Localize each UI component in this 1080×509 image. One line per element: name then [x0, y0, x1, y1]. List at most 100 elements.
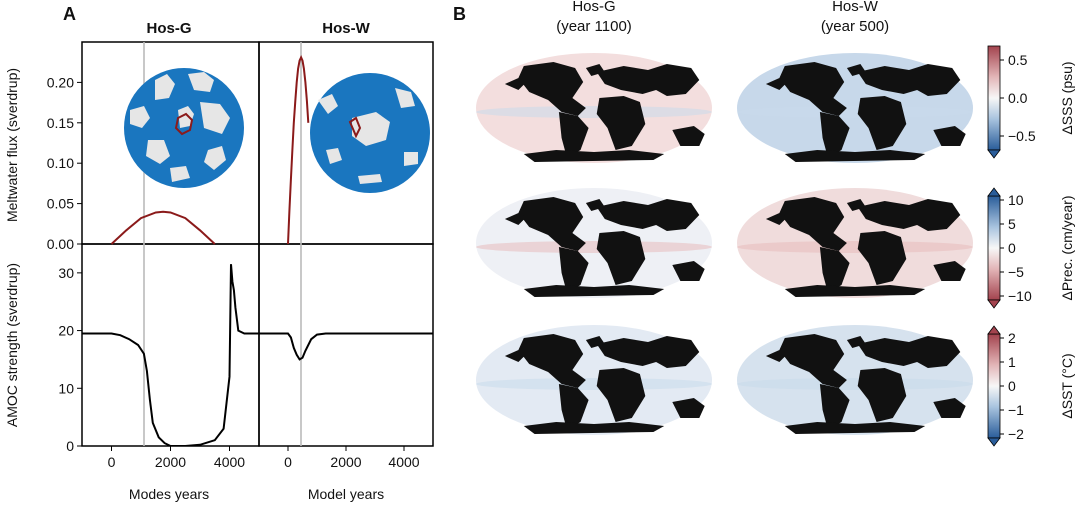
colorbar-1: [987, 195, 1001, 301]
series-line-3: [259, 332, 433, 361]
continent: [518, 334, 586, 388]
continent: [585, 336, 605, 348]
data-lines: [82, 54, 433, 446]
map-r1-c0: [476, 188, 712, 298]
continent: [765, 350, 788, 362]
continent: [596, 368, 646, 422]
continent: [518, 197, 586, 251]
hos-w-map-title: Hos-W: [832, 0, 879, 15]
colorbar-label: ΔPrec. (cm/year): [1059, 195, 1075, 300]
colorbar-extend-arrow: [987, 187, 1001, 197]
y-tick-label: 0: [66, 438, 74, 454]
colorbar-label: ΔSST (°C): [1059, 353, 1075, 418]
y-tick-label: 0.20: [47, 74, 74, 90]
map-grid: [476, 53, 973, 435]
colorbar-extend-arrow: [987, 437, 1001, 447]
greenland-outline: [174, 112, 194, 136]
continent: [779, 334, 847, 388]
amoc-axes-right: [258, 243, 434, 447]
antarctic-ice-patches: [318, 88, 418, 184]
antarctica: [523, 150, 665, 162]
continent: [672, 261, 705, 281]
continent: [857, 96, 907, 150]
map-land: [504, 197, 705, 297]
continent: [765, 78, 788, 90]
hos-w-map-subtitle: (year 500): [821, 18, 889, 35]
continent: [672, 398, 705, 418]
greenland-ice-inset: [124, 68, 244, 188]
series-line-0: [110, 210, 216, 245]
continent: [779, 197, 847, 251]
map-land: [765, 197, 966, 297]
map-land: [504, 62, 705, 162]
x-tick-label: 2000: [155, 454, 186, 470]
continent: [596, 64, 700, 96]
continent: [672, 126, 705, 146]
continent: [558, 247, 589, 293]
map-r2-c0: [476, 325, 712, 435]
colorbar-tick-label: −10: [1008, 288, 1032, 304]
continent: [504, 213, 527, 225]
map-r0-c1: [737, 53, 973, 163]
series-line-1: [287, 54, 310, 245]
map-r2-c1: [737, 325, 973, 435]
antarctic-outline: [348, 116, 362, 139]
continent: [857, 336, 961, 368]
continent: [819, 247, 850, 293]
axis-ticks: 0.00 0.05 0.10 0.15 0.20 0 10 20 30 0 2000 4000 0 200…: [47, 74, 420, 470]
continent: [596, 336, 700, 368]
continent: [765, 213, 788, 225]
continent: [596, 199, 700, 231]
colorbar-tick-label: 0: [1008, 240, 1016, 256]
colorbar-tick-label: 0.5: [1008, 52, 1028, 68]
continent: [819, 112, 850, 158]
continent: [857, 64, 961, 96]
continent: [857, 231, 907, 285]
continent: [933, 398, 966, 418]
amoc-y-label: AMOC strength (sverdrup): [4, 263, 20, 427]
continent: [504, 78, 527, 90]
continent: [518, 62, 586, 116]
x-label-right: Model years: [308, 486, 384, 502]
map-band: [476, 106, 712, 118]
x-label-left: Modes years: [129, 486, 209, 502]
colorbar-tick-label: 0: [1008, 378, 1016, 394]
colorbar-tick-label: −1: [1008, 402, 1024, 418]
colorbar-tick-label: 5: [1008, 216, 1016, 232]
antarctica: [784, 422, 926, 434]
panel-a-letter: A: [63, 4, 76, 24]
antarctic-ice-inset: [310, 73, 430, 193]
colorbar-tick-label: 0.0: [1008, 90, 1028, 106]
continent: [585, 199, 605, 211]
map-land: [504, 334, 705, 434]
continent: [846, 199, 866, 211]
continent: [779, 62, 847, 116]
continent: [596, 231, 646, 285]
map-land: [765, 62, 966, 162]
y-tick-label: 10: [58, 380, 74, 396]
map-r1-c1: [737, 188, 973, 298]
x-tick-label: 4000: [388, 454, 419, 470]
x-tick-label: 2000: [330, 454, 361, 470]
continent: [596, 96, 646, 150]
map-band: [737, 241, 973, 253]
continent: [846, 336, 866, 348]
map-band: [737, 106, 973, 118]
colorbar-tick-label: −2: [1008, 426, 1024, 442]
x-tick-label: 0: [108, 454, 116, 470]
antarctica: [784, 285, 926, 297]
y-tick-label: 30: [58, 265, 74, 281]
colorbar-2: [987, 333, 1001, 439]
hos-g-map-subtitle: (year 1100): [556, 18, 632, 35]
series-line-2: [82, 264, 259, 446]
colorbar-extend-arrow: [987, 299, 1001, 309]
colorbar-tick-label: 2: [1008, 330, 1016, 346]
continent: [933, 261, 966, 281]
continent: [558, 112, 589, 158]
y-tick-label: 0.15: [47, 115, 74, 131]
antarctica: [523, 285, 665, 297]
continent: [933, 126, 966, 146]
continent: [819, 384, 850, 430]
colorbar-tick-label: −5: [1008, 264, 1024, 280]
